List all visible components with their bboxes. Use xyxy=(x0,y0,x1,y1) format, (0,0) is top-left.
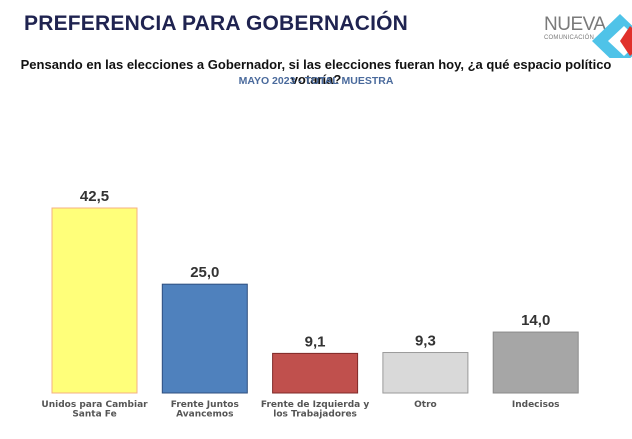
data-label: 42,5 xyxy=(80,188,109,205)
survey-question: Pensando en las elecciones a Gobernador,… xyxy=(20,57,612,87)
data-label: 14,0 xyxy=(521,312,550,329)
bar xyxy=(382,352,469,394)
logo-subtext: COMUNICACIÓN xyxy=(544,35,595,41)
logo-word: NUEVA xyxy=(544,14,606,35)
category-label: Indecisos xyxy=(512,400,560,410)
category-label: Frente de Izquierda y los Trabajadores xyxy=(261,400,369,420)
bar xyxy=(161,283,248,394)
data-label: 9,3 xyxy=(415,333,436,350)
category-label: Otro xyxy=(414,400,437,410)
data-label: 25,0 xyxy=(190,264,219,281)
diamond-logo-icon xyxy=(592,14,632,58)
category-label: Frente Juntos Avancemos xyxy=(171,400,239,420)
bar xyxy=(492,331,579,394)
bar xyxy=(51,207,138,394)
chart-subtitle: MAYO 2023 - TOTAL MUESTRA xyxy=(238,75,394,87)
page-title: PREFERENCIA PARA GOBERNACIÓN xyxy=(24,12,409,35)
category-label: Unidos para Cambiar Santa Fe xyxy=(41,400,148,420)
data-label: 9,1 xyxy=(305,333,326,350)
bar xyxy=(272,352,359,394)
brand-logo: NUEVA COMUNICACIÓN xyxy=(540,14,632,58)
